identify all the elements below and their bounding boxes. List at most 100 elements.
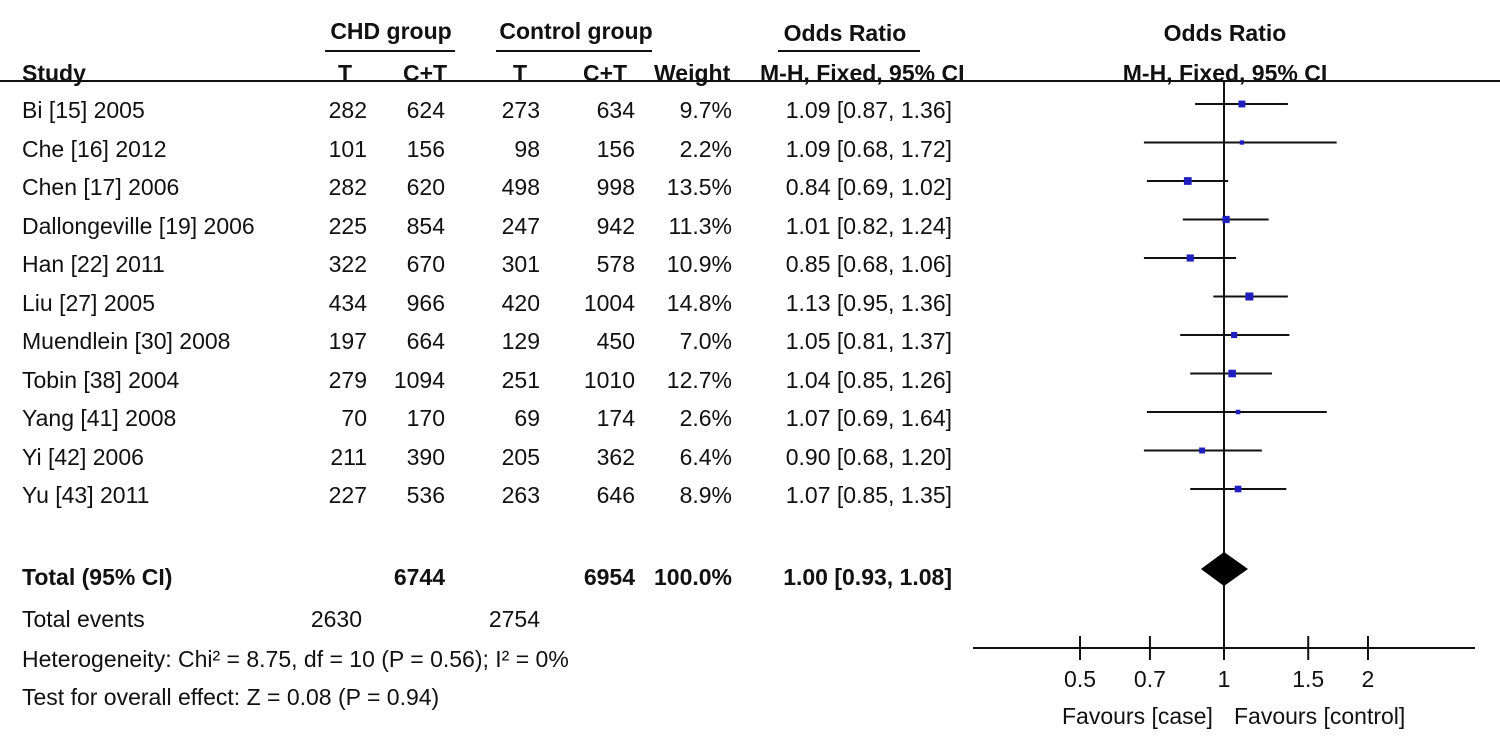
- control-t-value: 129: [501, 328, 540, 354]
- study-name: Che [16] 2012: [22, 135, 167, 162]
- chd-t-value: 322: [328, 251, 367, 277]
- study-name: Bi [15] 2005: [22, 97, 145, 123]
- chd-ct-value: 966: [406, 289, 445, 316]
- total-events-label: Total events: [22, 606, 145, 632]
- control-group-header: Control group: [499, 18, 653, 44]
- odds-ratio-underline-left: [778, 50, 920, 52]
- effect-marker: [1228, 369, 1236, 378]
- total-weight: 100.0%: [653, 564, 732, 590]
- header-rule: [0, 80, 1500, 82]
- total-events-chd: 2630: [310, 606, 362, 632]
- chd-ct-value: 390: [406, 443, 445, 470]
- weight-value: 9.7%: [679, 97, 732, 123]
- weight-value: 2.6%: [679, 405, 732, 431]
- control-ct-value: 156: [596, 135, 635, 162]
- ci-value: 1.13 [0.95, 1.36]: [785, 289, 952, 316]
- control-t-value: 205: [501, 443, 540, 470]
- control-group-underline: [496, 50, 652, 52]
- chd-t-value: 101: [328, 135, 367, 162]
- x-tick-label: 1: [1217, 666, 1231, 692]
- total-ci: 1.00 [0.93, 1.08]: [783, 564, 952, 590]
- control-ct-value: 646: [596, 482, 635, 508]
- odds-ratio-header-left: Odds Ratio: [783, 20, 907, 46]
- control-ct-value: 450: [596, 328, 635, 354]
- weight-value: 10.9%: [666, 251, 732, 277]
- study-name: Dallongeville [19] 2006: [22, 212, 255, 239]
- control-t-header: T: [512, 60, 528, 86]
- effect-marker: [1222, 215, 1230, 224]
- chd-t-header: T: [337, 60, 353, 86]
- total-events-control: 2754: [488, 606, 540, 632]
- chd-ct-value: 854: [406, 212, 445, 239]
- ci-value: 1.09 [0.87, 1.36]: [785, 97, 952, 123]
- chd-ct-value: 170: [406, 405, 445, 431]
- control-ct-value: 998: [596, 174, 635, 200]
- chd-group-underline: [325, 50, 455, 52]
- weight-value: 8.9%: [679, 482, 732, 508]
- weight-value: 2.2%: [679, 135, 732, 162]
- study-name: Yang [41] 2008: [22, 405, 177, 431]
- chd-t-value: 227: [328, 482, 367, 508]
- weight-value: 6.4%: [679, 443, 732, 470]
- control-t-value: 301: [501, 251, 540, 277]
- chd-t-value: 279: [328, 366, 367, 393]
- favours-case-label: Favours [case]: [1062, 703, 1213, 729]
- x-tick-label: 1.5: [1292, 666, 1325, 692]
- effect-marker: [1186, 254, 1194, 262]
- x-tick-label: 0.7: [1133, 666, 1166, 692]
- chd-ct-value: 620: [406, 174, 445, 200]
- ci-value: 1.01 [0.82, 1.24]: [785, 212, 952, 239]
- effect-marker: [1245, 292, 1254, 301]
- effect-marker: [1199, 447, 1206, 454]
- control-ct-value: 174: [596, 405, 635, 431]
- ci-value: 1.04 [0.85, 1.26]: [785, 366, 952, 393]
- chd-t-value: 70: [341, 405, 367, 431]
- weight-value: 13.5%: [666, 174, 732, 200]
- chd-t-value: 282: [328, 97, 367, 123]
- pooled-diamond: [1200, 552, 1248, 586]
- chd-group-header: CHD group: [330, 18, 452, 44]
- control-t-value: 273: [501, 97, 540, 123]
- ci-value: 0.84 [0.69, 1.02]: [785, 174, 952, 200]
- effect-marker: [1235, 409, 1241, 415]
- control-ct-value: 1010: [583, 366, 635, 393]
- weight-value: 14.8%: [666, 289, 732, 316]
- control-ct-value: 578: [596, 251, 635, 277]
- study-name: Muendlein [30] 2008: [22, 328, 231, 354]
- control-ct-value: 634: [596, 97, 635, 123]
- heterogeneity-text: Heterogeneity: Chi² = 8.75, df = 10 (P =…: [22, 646, 569, 672]
- control-t-value: 498: [501, 174, 540, 200]
- study-name: Tobin [38] 2004: [22, 366, 180, 393]
- chd-ct-value: 670: [406, 251, 445, 277]
- control-t-value: 247: [501, 212, 540, 239]
- effect-marker: [1234, 485, 1242, 493]
- study-name: Liu [27] 2005: [22, 289, 156, 316]
- chd-t-value: 211: [330, 443, 367, 470]
- weight-value: 7.0%: [679, 328, 732, 354]
- total-label: Total (95% CI): [22, 564, 173, 590]
- chd-t-value: 225: [328, 212, 367, 239]
- control-t-value: 251: [501, 366, 540, 393]
- chd-t-value: 282: [328, 174, 367, 200]
- weight-value: 11.3%: [668, 212, 732, 239]
- study-name: Yi [42] 2006: [22, 443, 144, 470]
- control-t-value: 98: [514, 135, 540, 162]
- control-t-value: 420: [501, 289, 540, 316]
- favours-control-label: Favours [control]: [1234, 703, 1406, 729]
- chd-ct-value: 156: [406, 135, 445, 162]
- chd-t-value: 197: [328, 328, 367, 354]
- control-t-value: 263: [501, 482, 540, 508]
- effect-marker: [1238, 100, 1246, 108]
- x-tick-label: 0.5: [1064, 666, 1097, 692]
- effect-marker: [1239, 140, 1245, 145]
- chd-ct-value: 624: [406, 97, 445, 123]
- study-name: Han [22] 2011: [22, 251, 165, 277]
- ci-value: 1.05 [0.81, 1.37]: [785, 328, 952, 354]
- effect-marker: [1231, 331, 1238, 339]
- effect-marker: [1183, 177, 1192, 185]
- ci-value: 1.09 [0.68, 1.72]: [785, 135, 952, 162]
- overall-effect-text: Test for overall effect: Z = 0.08 (P = 0…: [22, 684, 440, 710]
- chd-t-value: 434: [328, 289, 367, 316]
